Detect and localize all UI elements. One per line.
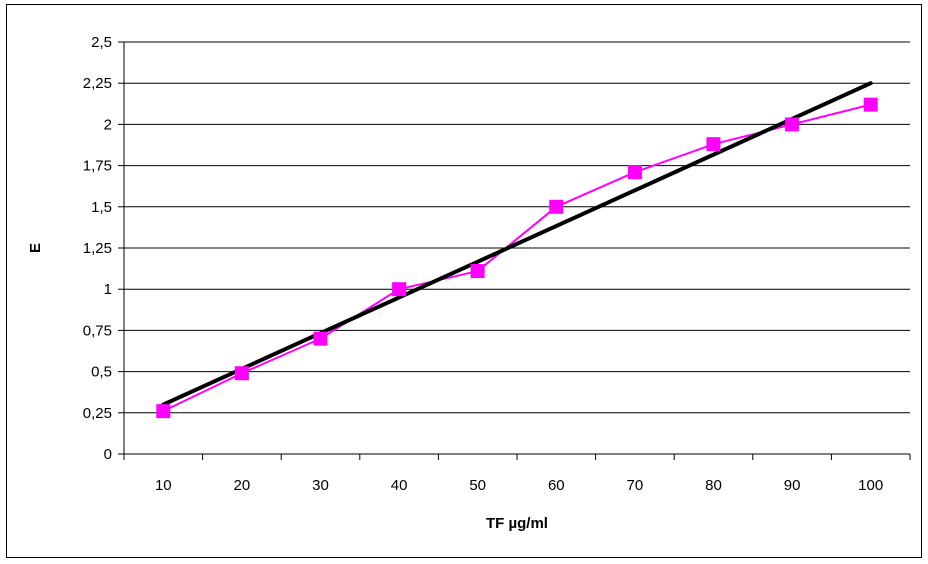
x-tick-label: 70 [627, 477, 644, 494]
y-tick-label: 1 [104, 281, 112, 298]
data-point-marker [706, 137, 721, 152]
y-tick-label: 2,25 [83, 75, 112, 92]
x-tick-label: 100 [858, 477, 883, 494]
chart-frame [6, 4, 922, 558]
y-tick-label: 2 [104, 116, 112, 133]
x-tick-label: 10 [155, 477, 172, 494]
x-tick-label: 80 [705, 477, 722, 494]
x-tick-label: 60 [548, 477, 565, 494]
y-tick-label: 0,25 [83, 405, 112, 422]
data-point-marker [392, 282, 407, 297]
x-tick-label: 40 [391, 477, 408, 494]
y-tick-label: 2,5 [91, 34, 112, 51]
data-point-marker [627, 165, 642, 180]
axes [118, 41, 911, 460]
x-tick-label: 30 [312, 477, 329, 494]
y-tick-label: 1,5 [91, 199, 112, 216]
gridlines [124, 41, 910, 414]
x-tick-label: 20 [234, 477, 251, 494]
y-tick-label: 1,25 [83, 240, 112, 257]
data-point-marker [313, 331, 328, 346]
y-tick-label: 0,5 [91, 364, 112, 381]
y-axis-tick-labels: 0 0,25 0,5 0,75 1 1,25 1,5 1,75 2 2,25 2,5 [83, 34, 112, 463]
y-axis-title: E [27, 243, 44, 253]
x-tick-label: 90 [784, 477, 801, 494]
x-axis-title: TF µg/ml [486, 515, 548, 532]
data-point-marker [785, 117, 800, 132]
series-line [162, 103, 871, 413]
data-point-marker [863, 97, 878, 112]
data-point-marker [470, 264, 485, 279]
series [156, 81, 878, 419]
data-point-marker [549, 199, 564, 214]
x-tick-label: 50 [469, 477, 486, 494]
data-point-marker [156, 404, 171, 419]
x-axis-tick-labels: 10 20 30 40 50 60 70 80 90 100 [155, 477, 883, 494]
data-point-marker [234, 366, 249, 381]
y-tick-label: 0,75 [83, 322, 112, 339]
y-tick-label: 0 [104, 446, 112, 463]
trendline [161, 81, 873, 407]
y-tick-label: 1,75 [83, 158, 112, 175]
